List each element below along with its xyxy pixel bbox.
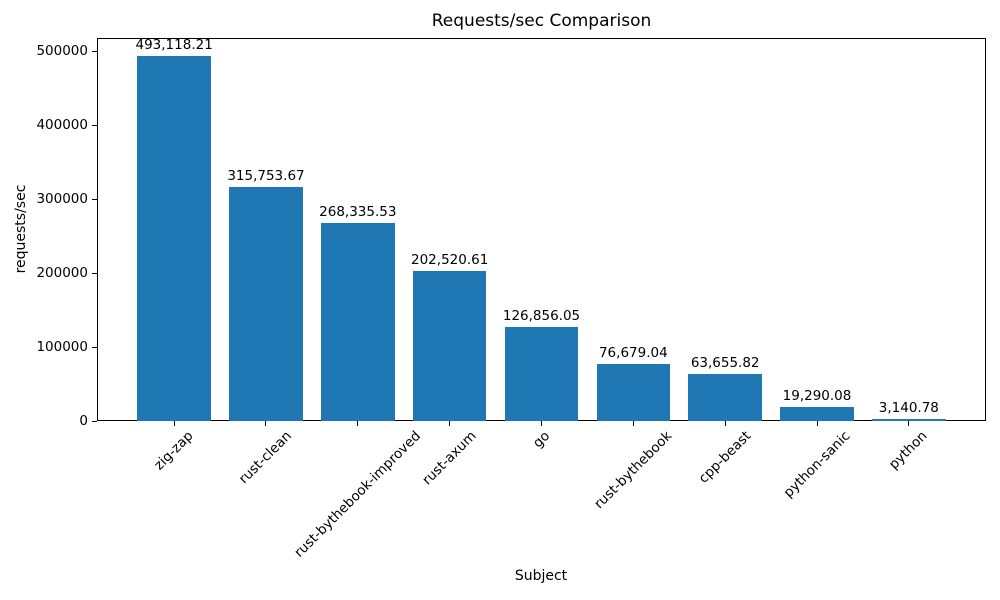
- x-axis-label: Subject: [514, 568, 568, 584]
- x-tick-label: cpp-beast: [695, 428, 755, 487]
- bar-value-label: 202,520.61: [411, 252, 489, 269]
- x-tick-mark: [816, 421, 818, 426]
- y-tick-label: 100000: [36, 339, 88, 356]
- y-tick-label: 300000: [36, 191, 88, 208]
- bar: [137, 56, 211, 421]
- bar-value-label: 19,290.08: [782, 387, 852, 404]
- bar-value-label: 3,140.78: [878, 399, 939, 416]
- x-tick-mark: [632, 421, 634, 426]
- bar: [872, 418, 946, 421]
- bar: [596, 364, 671, 421]
- x-tick-label: rust-axum: [419, 428, 480, 489]
- x-tick-label: rust-bythebook: [590, 428, 675, 513]
- bar: [688, 373, 762, 421]
- y-tick-label: 0: [79, 413, 88, 429]
- bar-value-label: 493,118.21: [135, 37, 213, 54]
- x-tick-label: zig-zap: [151, 428, 197, 474]
- y-tick-label: 500000: [36, 43, 88, 60]
- bar: [321, 222, 395, 421]
- x-tick-label: rust-clean: [235, 428, 295, 488]
- bar-value-label: 268,335.53: [319, 203, 397, 220]
- x-tick-mark: [541, 421, 542, 426]
- x-tick-label: python-sanic: [780, 428, 854, 501]
- x-tick-mark: [908, 421, 910, 426]
- x-tick-mark: [724, 421, 726, 426]
- y-tick-mark: [92, 50, 97, 52]
- bar: [412, 271, 487, 421]
- x-tick-mark: [265, 421, 267, 426]
- x-tick-label: go: [529, 428, 553, 452]
- x-tick-label: python: [886, 428, 932, 473]
- x-tick-mark: [449, 421, 451, 426]
- bar: [504, 327, 579, 421]
- y-tick-mark: [92, 346, 97, 348]
- bar-value-label: 126,856.05: [502, 308, 581, 325]
- bar-value-label: 315,753.67: [227, 168, 305, 185]
- y-tick-mark: [92, 272, 97, 274]
- bar-value-label: 63,655.82: [690, 354, 760, 371]
- y-tick-mark: [92, 198, 97, 200]
- x-tick-mark: [173, 421, 175, 426]
- y-tick-mark: [92, 124, 97, 126]
- bar: [229, 187, 303, 421]
- x-tick-label: rust-bythebook-improved: [290, 428, 424, 561]
- y-tick-mark: [92, 420, 97, 422]
- y-tick-label: 400000: [36, 117, 88, 134]
- y-tick-label: 200000: [36, 265, 88, 282]
- bar: [780, 406, 854, 421]
- bar-value-label: 76,679.04: [598, 345, 668, 362]
- chart-title: Requests/sec Comparison: [431, 11, 652, 31]
- x-tick-mark: [357, 421, 359, 426]
